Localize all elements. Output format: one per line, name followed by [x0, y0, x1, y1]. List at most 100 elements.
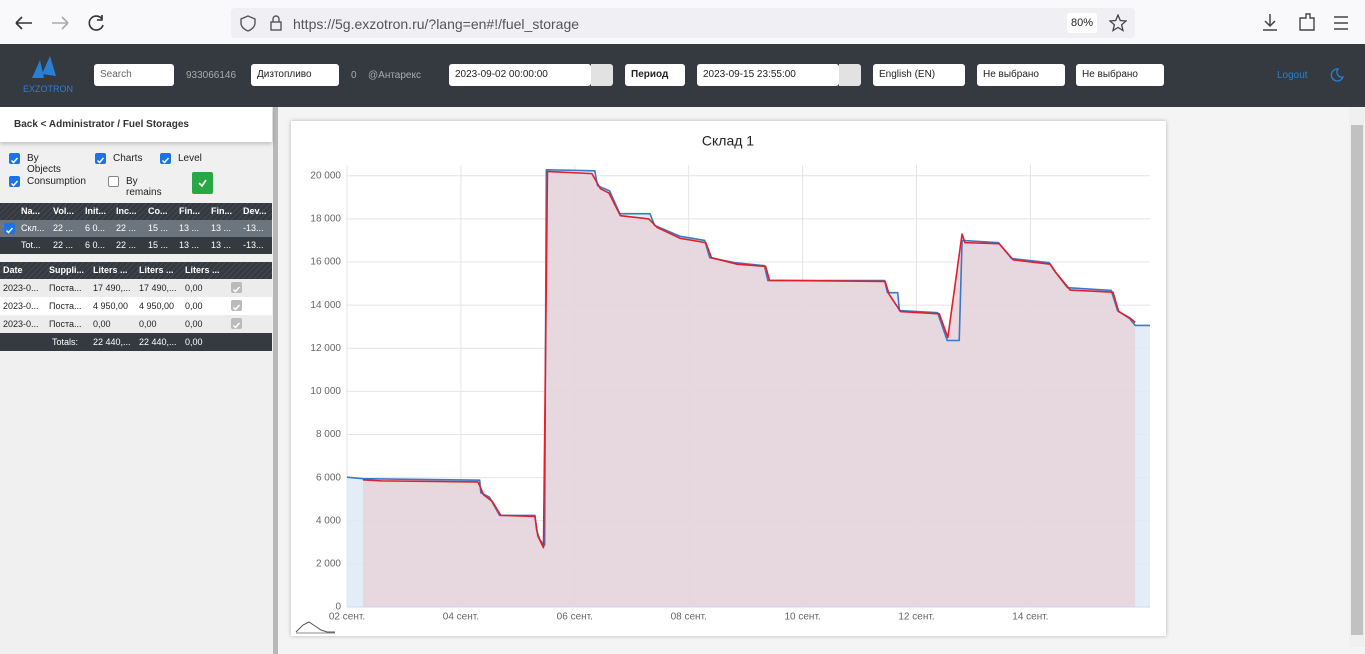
checkbox[interactable]: [231, 282, 242, 293]
y-tick-label: 16 000: [310, 257, 341, 268]
table-header-cell[interactable]: Fin...: [179, 206, 200, 216]
totals-cell: 22 ...: [116, 240, 137, 250]
table-header-cell[interactable]: Init...: [85, 206, 106, 216]
check-mark: [232, 286, 241, 293]
scroll-thumb[interactable]: [1351, 125, 1363, 635]
breadcrumb-panel: Back < Administrator / Fuel Storages: [0, 107, 272, 142]
checkbox[interactable]: [231, 318, 242, 329]
totals-cell: Tot...: [21, 240, 41, 250]
table-header-cell[interactable]: Suppli...: [49, 265, 84, 275]
checkbox[interactable]: [108, 176, 119, 187]
checkbox[interactable]: [9, 176, 20, 187]
security-icons: [240, 15, 282, 32]
table-cell: Скл...: [21, 223, 45, 233]
checkbox[interactable]: [95, 153, 106, 164]
table-row: [0, 297, 272, 315]
table-row[interactable]: [0, 220, 272, 237]
period-button[interactable]: Период: [625, 64, 685, 86]
browser-menu-icons[interactable]: [1260, 12, 1355, 34]
table-cell: 4 950,00: [139, 301, 175, 311]
fuel-select[interactable]: Дизтопливо: [251, 64, 339, 86]
table-header-cell[interactable]: Na...: [21, 206, 41, 216]
totals-cell: 0,00: [185, 337, 203, 347]
account-id: 933066146: [186, 70, 237, 81]
sidebar: [0, 107, 273, 654]
bookmark-star[interactable]: [1109, 14, 1127, 32]
language-select[interactable]: English (EN): [873, 64, 965, 86]
company: @Антарекс: [368, 70, 421, 81]
table-header-cell[interactable]: Inc...: [116, 206, 137, 216]
filter-select[interactable]: Не выбрано: [977, 64, 1065, 86]
apply-button[interactable]: [192, 172, 213, 194]
browser-toolbar: https://5g.exzotron.ru/?lang=en#!/fuel_s…: [0, 0, 1365, 45]
x-tick-label: 10 сент.: [784, 612, 820, 623]
search-input[interactable]: Search: [94, 64, 174, 86]
chart-card: Склад 1 0 2 000 4 000 6 000 8 000 10 000 12 00…: [291, 121, 1166, 636]
theme-toggle[interactable]: [1330, 68, 1344, 82]
navigator-icon[interactable]: [295, 621, 335, 633]
logo: EXZOTRON: [23, 56, 73, 94]
check-mark: [10, 180, 19, 187]
check-mark: [232, 322, 241, 329]
table-header-cell[interactable]: Vol...: [53, 206, 74, 216]
table-cell: 4 950,00: [93, 301, 129, 311]
table-header-cell[interactable]: Co...: [148, 206, 168, 216]
table-cell: 2023-0...: [3, 319, 39, 329]
x-tick-label: 14 сент.: [1012, 612, 1048, 623]
table-header-cell[interactable]: Dev...: [243, 206, 267, 216]
table-cell: 2023-0...: [3, 283, 39, 293]
zoom-level[interactable]: 80%: [1067, 13, 1097, 33]
table-cell: -13...: [243, 223, 264, 233]
table-row: [0, 279, 272, 297]
table-header-cell[interactable]: Liters ...: [93, 265, 128, 275]
date-from[interactable]: 2023-09-02 00:00:00: [449, 64, 591, 86]
totals-cell: 13 ...: [211, 240, 232, 250]
totals-cell: Totals:: [51, 337, 78, 347]
table-header-row: [0, 262, 272, 279]
app-navbar: EXZOTRON Search 933066146 Дизтопливо 0 @…: [0, 44, 1365, 107]
table-cell: 2023-0...: [3, 301, 39, 311]
y-tick-label: 8 000: [316, 429, 341, 440]
table-header-cell[interactable]: Date: [3, 265, 23, 275]
totals-row: [0, 237, 272, 254]
table-header-row: [0, 203, 272, 220]
y-tick-label: 18 000: [310, 214, 341, 225]
x-tick-label: 06 сент.: [557, 612, 593, 623]
table-cell: 0,00: [185, 283, 203, 293]
splitter[interactable]: [273, 107, 278, 654]
table-cell: 22 ...: [53, 223, 74, 233]
chart-title: Склад 1: [702, 133, 754, 149]
table-cell: Поста...: [49, 283, 82, 293]
url-bar[interactable]: https://5g.exzotron.ru/?lang=en#!/fuel_s…: [231, 8, 1135, 38]
check-mark: [232, 304, 241, 311]
check-mark: [10, 157, 19, 164]
option-label: Consumption: [27, 176, 86, 187]
y-tick-label: 4 000: [316, 515, 341, 526]
table-cell: 13 ...: [179, 223, 200, 233]
breadcrumb[interactable]: Back < Administrator / Fuel Storages: [14, 119, 189, 130]
date-to[interactable]: 2023-09-15 23:55:00: [697, 64, 839, 86]
totals-cell: 13 ...: [179, 240, 200, 250]
totals-row: [0, 333, 272, 351]
checkbox[interactable]: [160, 153, 171, 164]
check-mark: [96, 157, 105, 164]
table-cell: 0,00: [185, 319, 203, 329]
checkbox[interactable]: [231, 300, 242, 311]
table-header-cell[interactable]: Fin...: [211, 206, 232, 216]
calendar-button[interactable]: [591, 64, 613, 86]
filter-select[interactable]: Не выбрано: [1076, 64, 1164, 86]
totals-cell: -13...: [243, 240, 264, 250]
nav-buttons[interactable]: [10, 10, 110, 36]
table-header-cell[interactable]: Liters ...: [185, 265, 220, 275]
option-label: By Objects: [27, 153, 61, 175]
totals-cell: 22 440,...: [93, 337, 131, 347]
table-header-cell[interactable]: Liters ...: [139, 265, 174, 275]
checkbox[interactable]: [9, 153, 20, 164]
logout-link[interactable]: Logout: [1277, 70, 1308, 81]
scrollbar[interactable]: [1349, 107, 1365, 647]
checkbox[interactable]: [4, 223, 15, 234]
table-cell: 17 490,...: [139, 283, 177, 293]
calendar-button[interactable]: [839, 64, 861, 86]
